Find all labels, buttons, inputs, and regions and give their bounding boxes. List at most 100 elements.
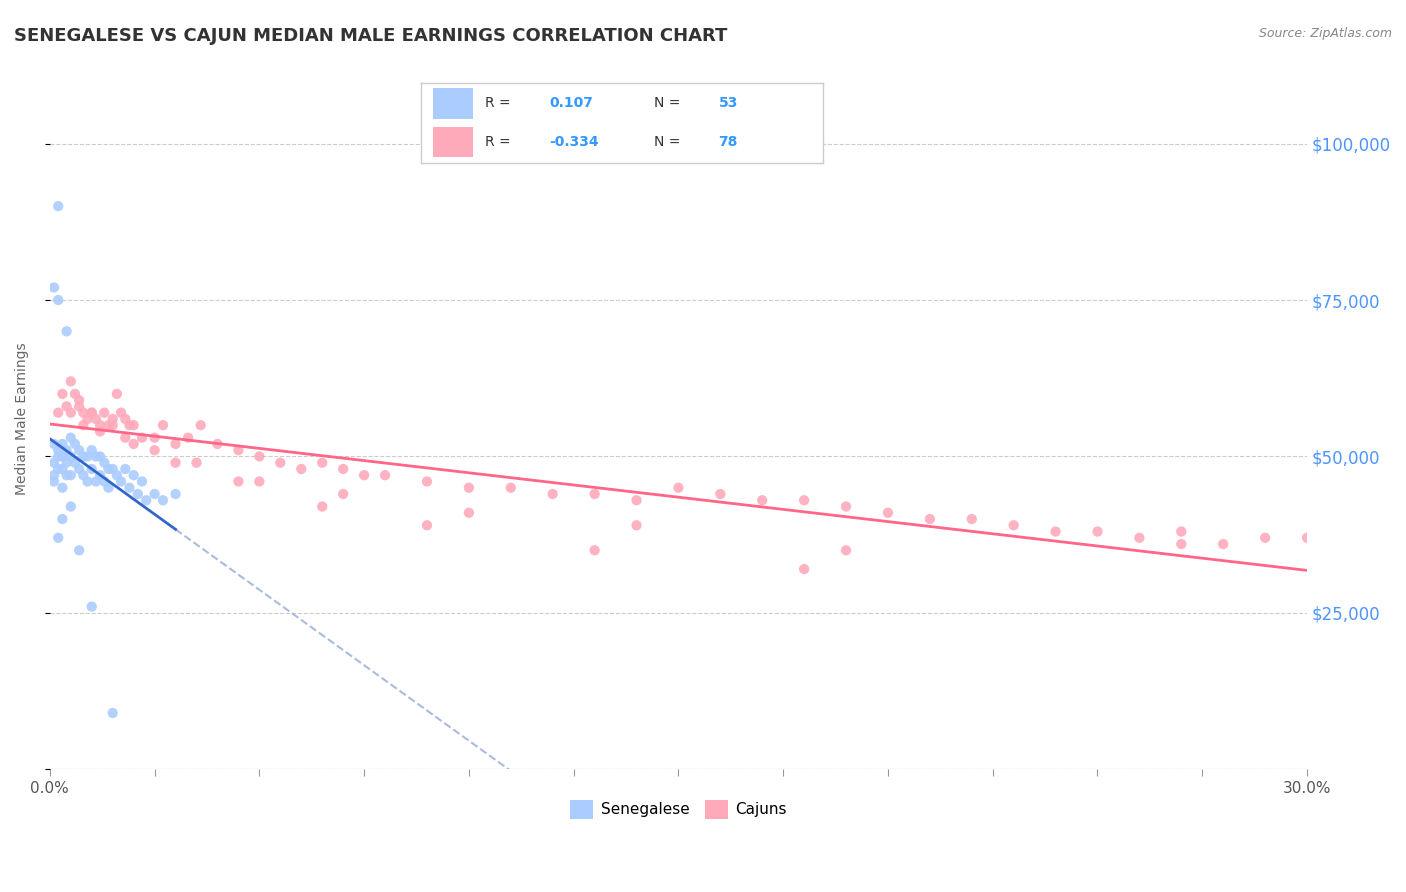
Point bbox=[114, 462, 136, 476]
Point bbox=[97, 418, 120, 433]
Point bbox=[46, 293, 69, 307]
Point bbox=[67, 400, 90, 414]
Point bbox=[89, 418, 111, 433]
Point bbox=[76, 450, 98, 464]
Point bbox=[80, 462, 103, 476]
Point bbox=[269, 456, 291, 470]
Point bbox=[960, 512, 983, 526]
Point bbox=[46, 443, 69, 458]
Point bbox=[46, 531, 69, 545]
Point bbox=[67, 393, 90, 408]
Point bbox=[42, 280, 65, 294]
Point bbox=[457, 481, 479, 495]
Point bbox=[165, 456, 187, 470]
Point bbox=[127, 487, 149, 501]
Point bbox=[67, 462, 90, 476]
Point bbox=[42, 475, 65, 489]
Point bbox=[59, 468, 82, 483]
Point bbox=[152, 493, 174, 508]
Point bbox=[122, 468, 145, 483]
Point bbox=[1002, 518, 1025, 533]
Point bbox=[59, 450, 82, 464]
Point bbox=[1212, 537, 1234, 551]
Point bbox=[751, 493, 773, 508]
Point bbox=[55, 324, 77, 338]
Point bbox=[152, 418, 174, 433]
Point bbox=[709, 487, 731, 501]
Point bbox=[51, 512, 73, 526]
Point bbox=[332, 487, 354, 501]
Text: SENEGALESE VS CAJUN MEDIAN MALE EARNINGS CORRELATION CHART: SENEGALESE VS CAJUN MEDIAN MALE EARNINGS… bbox=[14, 27, 727, 45]
Point bbox=[46, 406, 69, 420]
Point bbox=[72, 450, 94, 464]
Point bbox=[80, 406, 103, 420]
Point bbox=[67, 443, 90, 458]
Text: Source: ZipAtlas.com: Source: ZipAtlas.com bbox=[1258, 27, 1392, 40]
Point bbox=[668, 481, 690, 495]
Point bbox=[59, 500, 82, 514]
Point bbox=[626, 518, 648, 533]
Point bbox=[42, 437, 65, 451]
Point bbox=[143, 431, 166, 445]
Point bbox=[626, 493, 648, 508]
Point bbox=[835, 543, 858, 558]
Point bbox=[1254, 531, 1277, 545]
Point bbox=[374, 468, 396, 483]
Point bbox=[228, 443, 250, 458]
Point bbox=[228, 475, 250, 489]
Point bbox=[118, 481, 141, 495]
Point bbox=[89, 450, 111, 464]
Point bbox=[55, 468, 77, 483]
Point bbox=[105, 468, 128, 483]
Point bbox=[110, 475, 132, 489]
Point bbox=[583, 543, 606, 558]
Point bbox=[177, 431, 200, 445]
Point bbox=[72, 418, 94, 433]
Point bbox=[311, 456, 333, 470]
Point bbox=[131, 431, 153, 445]
Point bbox=[1045, 524, 1067, 539]
Point bbox=[793, 562, 815, 576]
Point bbox=[80, 406, 103, 420]
Point bbox=[165, 487, 187, 501]
Point bbox=[42, 468, 65, 483]
Point bbox=[67, 543, 90, 558]
Point bbox=[583, 487, 606, 501]
Point bbox=[290, 462, 312, 476]
Point bbox=[51, 437, 73, 451]
Point bbox=[72, 406, 94, 420]
Point bbox=[1087, 524, 1109, 539]
Point bbox=[311, 500, 333, 514]
Point bbox=[1296, 531, 1319, 545]
Point bbox=[118, 418, 141, 433]
Y-axis label: Median Male Earnings: Median Male Earnings bbox=[15, 343, 30, 495]
Point bbox=[122, 437, 145, 451]
Point bbox=[101, 412, 124, 426]
Point bbox=[332, 462, 354, 476]
Point bbox=[877, 506, 900, 520]
Point bbox=[80, 599, 103, 614]
Point bbox=[101, 418, 124, 433]
Point bbox=[46, 199, 69, 213]
Point bbox=[1128, 531, 1150, 545]
Point bbox=[353, 468, 375, 483]
Point bbox=[59, 375, 82, 389]
Point bbox=[122, 418, 145, 433]
Point bbox=[59, 431, 82, 445]
Point bbox=[918, 512, 941, 526]
Point bbox=[114, 412, 136, 426]
Point bbox=[55, 400, 77, 414]
Point bbox=[247, 450, 270, 464]
Point bbox=[89, 468, 111, 483]
Point bbox=[101, 462, 124, 476]
Point bbox=[76, 412, 98, 426]
Point bbox=[80, 443, 103, 458]
Point bbox=[84, 475, 107, 489]
Point bbox=[135, 493, 157, 508]
Point bbox=[416, 475, 439, 489]
Point bbox=[93, 475, 115, 489]
Point bbox=[131, 475, 153, 489]
Point bbox=[59, 406, 82, 420]
Point bbox=[84, 450, 107, 464]
Point bbox=[89, 425, 111, 439]
